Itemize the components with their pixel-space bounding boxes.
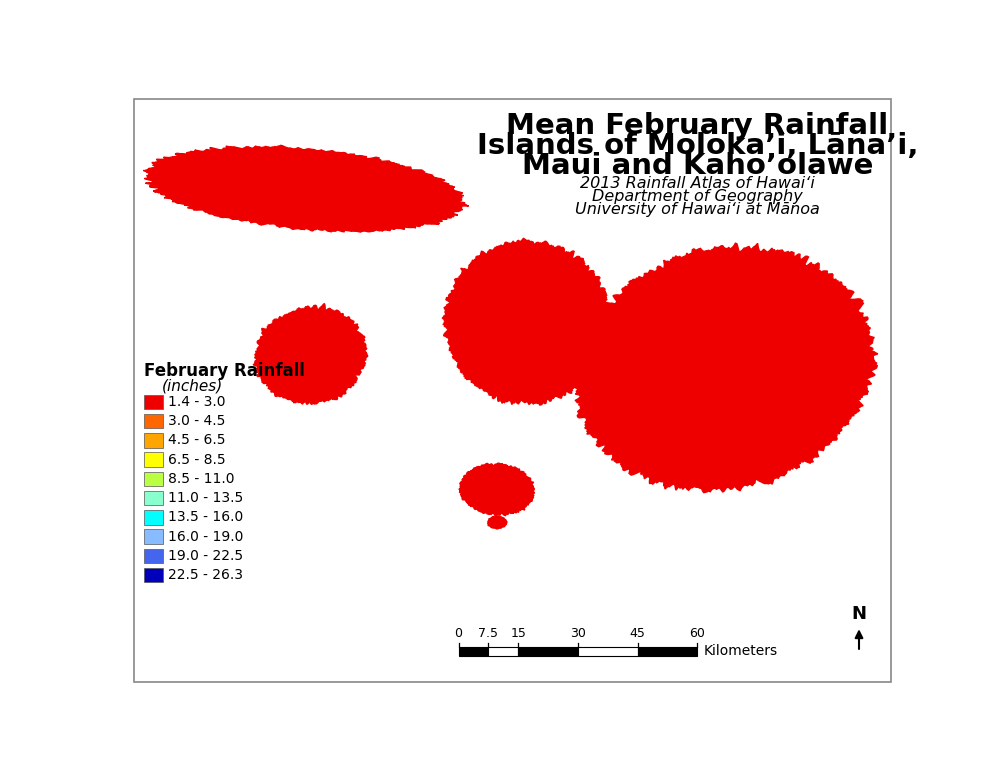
Polygon shape xyxy=(255,172,379,206)
Polygon shape xyxy=(460,255,594,388)
Polygon shape xyxy=(521,315,535,329)
Bar xyxy=(144,394,163,409)
Text: 45: 45 xyxy=(630,627,646,640)
Polygon shape xyxy=(237,167,405,212)
Polygon shape xyxy=(498,293,558,351)
Polygon shape xyxy=(601,269,846,469)
Bar xyxy=(488,647,518,656)
Polygon shape xyxy=(688,339,761,398)
Bar xyxy=(144,568,163,583)
Polygon shape xyxy=(572,243,878,492)
Bar xyxy=(144,530,163,544)
Bar xyxy=(144,510,163,525)
Polygon shape xyxy=(442,238,612,405)
Polygon shape xyxy=(507,301,549,343)
Polygon shape xyxy=(714,360,734,376)
Polygon shape xyxy=(253,304,368,404)
Polygon shape xyxy=(718,363,730,373)
Text: 2013 Rainfall Atlas of Hawaiʻi: 2013 Rainfall Atlas of Hawaiʻi xyxy=(580,176,815,191)
Polygon shape xyxy=(214,158,440,220)
Text: 11.0 - 13.5: 11.0 - 13.5 xyxy=(168,491,244,506)
Polygon shape xyxy=(487,284,568,361)
Bar xyxy=(144,491,163,506)
Bar xyxy=(578,647,638,656)
Text: Islands of Molokaʼi, Lānaʼi,: Islands of Molokaʼi, Lānaʼi, xyxy=(477,132,918,160)
Text: 1.4 - 3.0: 1.4 - 3.0 xyxy=(168,395,226,409)
Bar xyxy=(638,647,697,656)
Bar xyxy=(144,472,163,486)
Text: 22.5 - 26.3: 22.5 - 26.3 xyxy=(168,568,243,582)
Polygon shape xyxy=(524,318,532,326)
Text: 16.0 - 19.0: 16.0 - 19.0 xyxy=(168,530,244,543)
Text: 8.5 - 11.0: 8.5 - 11.0 xyxy=(168,472,235,486)
Text: 15: 15 xyxy=(510,627,526,640)
Polygon shape xyxy=(281,181,339,197)
Text: 6.5 - 8.5: 6.5 - 8.5 xyxy=(168,453,226,467)
Polygon shape xyxy=(270,178,354,200)
Text: February Rainfall: February Rainfall xyxy=(144,362,305,380)
Polygon shape xyxy=(517,312,538,332)
Text: 13.5 - 16.0: 13.5 - 16.0 xyxy=(168,510,244,524)
Text: 60: 60 xyxy=(689,627,705,640)
Text: 3.0 - 4.5: 3.0 - 4.5 xyxy=(168,414,226,428)
Bar xyxy=(459,647,488,656)
Polygon shape xyxy=(277,326,344,383)
Bar xyxy=(144,452,163,467)
Bar xyxy=(144,549,163,564)
Polygon shape xyxy=(700,349,749,389)
Polygon shape xyxy=(143,145,469,232)
Text: Kilometers: Kilometers xyxy=(703,645,778,659)
Polygon shape xyxy=(289,184,328,194)
Polygon shape xyxy=(475,271,581,373)
Text: 7.5: 7.5 xyxy=(478,627,498,640)
Polygon shape xyxy=(291,338,331,373)
Text: Maui and Kahoʼolawe: Maui and Kahoʼolawe xyxy=(522,152,873,180)
Polygon shape xyxy=(653,310,798,427)
Bar xyxy=(144,433,163,448)
Polygon shape xyxy=(488,516,507,529)
Text: University of Hawaiʻi at Mānoa: University of Hawaiʻi at Mānoa xyxy=(575,202,820,217)
Text: (inches): (inches) xyxy=(161,379,223,393)
Text: Mean February Rainfall: Mean February Rainfall xyxy=(506,112,888,140)
Bar xyxy=(144,414,163,428)
Polygon shape xyxy=(589,291,613,401)
Text: N: N xyxy=(852,604,866,622)
Bar xyxy=(518,647,578,656)
Text: 30: 30 xyxy=(570,627,586,640)
Polygon shape xyxy=(512,307,543,337)
Text: 0: 0 xyxy=(455,627,463,640)
Polygon shape xyxy=(480,478,514,501)
Polygon shape xyxy=(709,356,739,381)
Text: 4.5 - 6.5: 4.5 - 6.5 xyxy=(168,434,226,448)
Text: Department of Geography: Department of Geography xyxy=(592,189,803,204)
Polygon shape xyxy=(630,291,819,446)
Polygon shape xyxy=(673,325,776,411)
Polygon shape xyxy=(459,463,535,516)
Text: 19.0 - 22.5: 19.0 - 22.5 xyxy=(168,549,243,563)
